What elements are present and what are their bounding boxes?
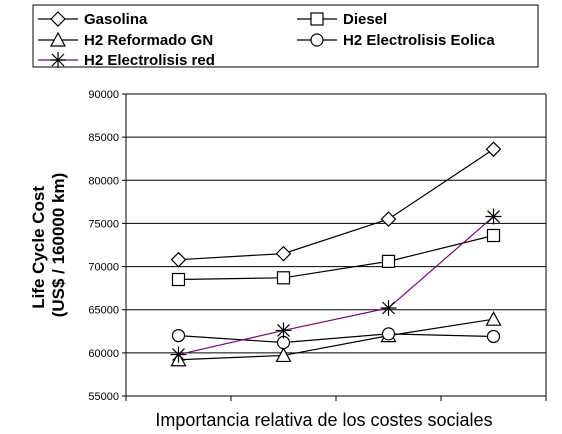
data-point <box>170 251 187 268</box>
data-point <box>381 254 396 268</box>
data-point <box>276 271 291 285</box>
legend: Gasolina Diesel H2 Reformado GN H2 Electrol… <box>32 4 539 69</box>
data-point <box>170 346 187 363</box>
y-tick-label: 75000 <box>88 218 119 230</box>
legend-label: Gasolina <box>84 11 148 28</box>
data-point <box>381 327 396 341</box>
series-line <box>178 234 494 281</box>
legend-marker <box>49 31 67 47</box>
legend-label: H2 Electrolisis Eolica <box>343 32 495 49</box>
series-line <box>178 333 494 344</box>
data-point <box>171 272 186 287</box>
data-point <box>275 245 292 262</box>
data-point <box>486 228 501 243</box>
y-tick-label: 55000 <box>88 391 119 403</box>
legend-marker <box>310 33 324 47</box>
legend-label: H2 Electrolisis red <box>84 52 215 69</box>
legend-label: Diesel <box>343 11 387 28</box>
legend-label: H2 Reformado GN <box>84 32 213 49</box>
series-line <box>178 148 494 261</box>
legend-entry: H2 Electrolisis red <box>38 52 215 69</box>
legend-marker <box>50 11 66 27</box>
series-square <box>171 228 501 287</box>
y-tick-label: 60000 <box>88 348 119 360</box>
data-point <box>275 347 292 363</box>
y-axis-label-line-2: (US$ / 160000 km) <box>49 173 68 318</box>
y-axis-label: Life Cycle Cost (US$ / 160000 km) <box>29 173 68 318</box>
data-point <box>380 211 397 227</box>
data-point <box>171 329 186 343</box>
y-tick-label: 85000 <box>88 132 119 144</box>
legend-marker <box>310 12 324 26</box>
data-point <box>485 141 502 158</box>
data-series <box>170 141 502 367</box>
axes <box>122 93 547 401</box>
series-star <box>170 208 502 363</box>
series-diamond <box>170 141 502 268</box>
series-line <box>178 216 494 356</box>
series-line <box>178 318 494 361</box>
legend-entry: Diesel <box>297 11 387 28</box>
legend-entry: H2 Reformado GN <box>38 31 213 49</box>
y-tick-labels: 55000 60000 65000 70000 75000 80000 85000 90000 <box>88 89 119 403</box>
y-tick-label: 90000 <box>88 89 119 101</box>
series-circle <box>171 327 501 350</box>
plot-area <box>126 94 546 396</box>
legend-marker <box>50 52 66 68</box>
legend-entry: H2 Electrolisis Eolica <box>297 32 495 49</box>
x-axis-label: Importancia relativa de los costes socia… <box>155 410 492 430</box>
legend-entry: Gasolina <box>38 11 148 28</box>
y-tick-label: 80000 <box>88 175 119 187</box>
data-point <box>485 208 502 225</box>
data-point <box>275 322 292 339</box>
y-tick-label: 65000 <box>88 305 119 317</box>
y-tick-label: 70000 <box>88 262 119 274</box>
data-point <box>380 299 397 316</box>
data-point <box>486 329 501 344</box>
gridlines <box>126 93 546 354</box>
data-point <box>485 310 502 326</box>
y-axis-label-line-1: Life Cycle Cost <box>29 186 48 309</box>
